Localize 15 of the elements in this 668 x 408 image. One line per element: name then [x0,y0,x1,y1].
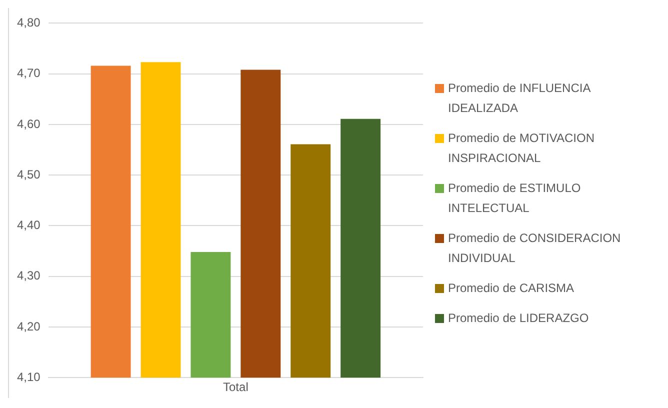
y-tick-label: 4,70 [16,66,41,80]
y-tick-label: 4,50 [16,167,41,182]
y-tick-label: 4,10 [16,370,41,384]
legend-label: Promedio de MOTIVACION INSPIRACIONAL [448,130,596,167]
y-tick-label: 4,60 [16,116,41,131]
x-tick-label: Total [223,380,248,394]
legend-label: Promedio de CONSIDERACION INDIVIDUAL [448,230,622,267]
y-tick-label: 4,20 [16,319,41,334]
legend-label: Promedio de ESTIMULO INTELECTUAL [448,180,582,217]
y-tick-label: 4,30 [16,268,41,283]
y-tick-label: 4,80 [16,16,41,30]
y-tick-label: 4,40 [16,218,41,232]
legend-label: Promedio de INFLUENCIA IDEALIZADA [448,80,592,117]
legend-label: Promedio de CARISMA [448,280,574,297]
legend-label: Promedio de LIDERAZGO [448,310,589,327]
